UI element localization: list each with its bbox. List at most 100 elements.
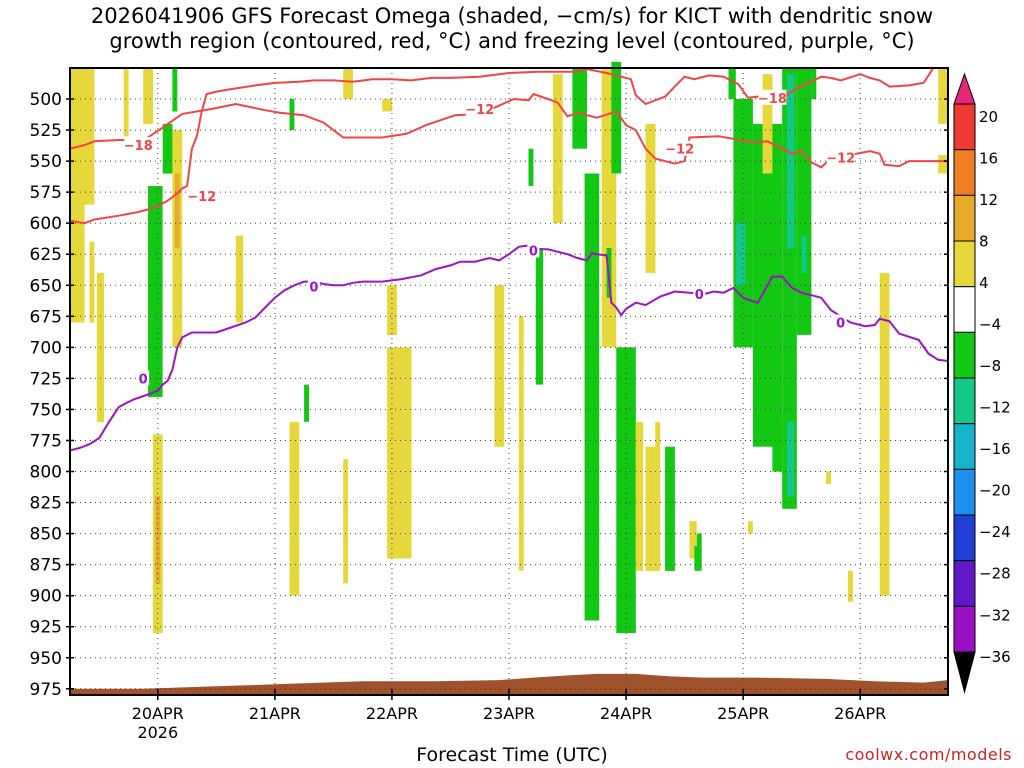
omega-cell-40 xyxy=(689,521,697,559)
y-tick-label-525: 525 xyxy=(30,121,62,141)
colorbar-label-12: −32 xyxy=(979,606,1011,624)
y-tick-label-800: 800 xyxy=(30,463,62,483)
omega-cell-12 xyxy=(174,173,180,248)
grid-layer xyxy=(70,68,948,695)
terrain-fill xyxy=(70,673,948,695)
contour-label-9: 0 xyxy=(695,288,704,303)
contour-label-layer: −18 −12 −12 −12 −18 −12 0 0 0 0 0 xyxy=(124,89,855,387)
contour-label-8: 0 xyxy=(529,245,538,260)
omega-cell-13 xyxy=(235,235,244,323)
colorbar-label-1: 16 xyxy=(979,150,998,168)
colorbar-segment-1 xyxy=(953,103,976,151)
colorbar: 20 16 12 8 4 −4 −8 −12 −16 −20 −24 −28 −32 −36 xyxy=(953,72,1011,694)
omega-cell-54 xyxy=(801,235,807,273)
y-tick-label-900: 900 xyxy=(30,587,62,607)
omega-cell-55 xyxy=(811,68,817,99)
omega-cell-43 xyxy=(728,68,736,99)
omega-cell-53 xyxy=(796,68,812,335)
omega-cell-22 xyxy=(494,285,505,447)
omega-cell-6 xyxy=(148,186,163,398)
colorbar-label-0: 20 xyxy=(979,108,998,126)
colorbar-label-11: −28 xyxy=(979,565,1011,583)
omega-cell-21 xyxy=(387,347,412,559)
x-tick-sublabel-20APR: 2026 xyxy=(137,723,178,742)
y-tick-label-725: 725 xyxy=(30,369,62,389)
x-tick-label-22APR: 22APR xyxy=(366,704,418,723)
colorbar-label-5: −4 xyxy=(979,316,1001,334)
colorbar-segment-5 xyxy=(953,286,976,333)
contour-label-bg-5 xyxy=(826,149,855,165)
y-tick-label-925: 925 xyxy=(30,618,62,638)
omega-cell-39 xyxy=(665,446,675,571)
omega-cell-10 xyxy=(172,68,178,112)
omega-cell-24 xyxy=(528,148,534,186)
contour-label-6: 0 xyxy=(139,372,148,387)
x-tick-label-26APR: 26APR xyxy=(834,704,886,723)
x-tick-label-23APR: 23APR xyxy=(483,704,535,723)
omega-cell-48 xyxy=(762,74,773,174)
axes-layer: 500 525 550 575 600 625 650 675 700 725 750 775 800 8… xyxy=(30,67,949,742)
omega-cell-38 xyxy=(655,421,661,571)
freezing-level-line xyxy=(70,244,948,452)
contour-label-bg-10 xyxy=(834,314,847,330)
plot-frame xyxy=(69,67,949,696)
omega-cell-32 xyxy=(611,61,622,174)
contour-label-7: 0 xyxy=(309,281,318,296)
contour-label-bg-7 xyxy=(307,278,320,294)
x-tick-label-24APR: 24APR xyxy=(600,704,652,723)
y-tick-label-675: 675 xyxy=(30,307,62,327)
colorbar-segment-2 xyxy=(953,149,976,196)
colorbar-segment-10 xyxy=(953,514,976,562)
colorbar-top-arrow xyxy=(953,72,976,105)
contour-label-2: −12 xyxy=(465,103,494,118)
y-tick-label-575: 575 xyxy=(30,183,62,203)
omega-cell-34 xyxy=(623,483,631,596)
colorbar-label-10: −24 xyxy=(979,523,1011,541)
colorbar-label-13: −36 xyxy=(979,648,1011,666)
y-tick-label-775: 775 xyxy=(30,431,62,451)
y-tick-label-950: 950 xyxy=(30,649,62,669)
contour-label-bg-4 xyxy=(758,89,787,105)
colorbar-bottom-arrow xyxy=(953,651,976,694)
omega-cell-29 xyxy=(587,496,597,584)
credit-link[interactable]: coolwx.com/models xyxy=(845,745,1012,764)
y-tick-label-650: 650 xyxy=(30,276,62,296)
contour-label-bg-1 xyxy=(187,187,216,203)
y-tick-label-750: 750 xyxy=(30,400,62,420)
omega-cell-56 xyxy=(826,471,831,484)
contour-label-bg-8 xyxy=(527,242,540,258)
contour-label-1: −12 xyxy=(187,190,216,205)
y-tick-label-550: 550 xyxy=(30,152,62,172)
omega-cell-59 xyxy=(938,68,948,124)
isotherm-minus18-line xyxy=(70,68,935,225)
contour-label-4: −18 xyxy=(758,92,787,107)
chart-title-line1: 2026041906 GFS Forecast Omega (shaded, −… xyxy=(90,4,934,28)
colorbar-segment-3 xyxy=(953,194,976,242)
contour-label-bg-0 xyxy=(124,136,153,152)
x-axis-label: Forecast Time (UTC) xyxy=(416,744,608,766)
omega-cell-9 xyxy=(162,123,173,174)
omega-cell-42 xyxy=(696,533,702,571)
y-tick-label-825: 825 xyxy=(30,494,62,514)
omega-cell-19 xyxy=(382,99,392,112)
omega-cell-57 xyxy=(848,570,853,602)
omega-cell-26 xyxy=(552,74,563,224)
omega-cell-25 xyxy=(535,248,544,385)
omega-cell-4 xyxy=(123,68,129,137)
colorbar-segment-4 xyxy=(953,240,976,288)
omega-shading-layer xyxy=(70,61,948,633)
colorbar-segment-8 xyxy=(953,423,976,470)
colorbar-segment-11 xyxy=(953,560,976,607)
omega-cell-35 xyxy=(635,421,644,571)
omega-cell-27 xyxy=(572,68,587,149)
omega-cell-18 xyxy=(343,68,353,99)
omega-cell-58 xyxy=(879,272,890,596)
colorbar-label-8: −16 xyxy=(979,440,1011,458)
omega-cell-16 xyxy=(304,384,309,422)
omega-cell-8 xyxy=(155,496,161,584)
y-tick-label-975: 975 xyxy=(30,680,62,700)
omega-cell-23 xyxy=(518,316,524,571)
colorbar-label-7: −12 xyxy=(979,399,1011,417)
y-tick-label-875: 875 xyxy=(30,556,62,576)
